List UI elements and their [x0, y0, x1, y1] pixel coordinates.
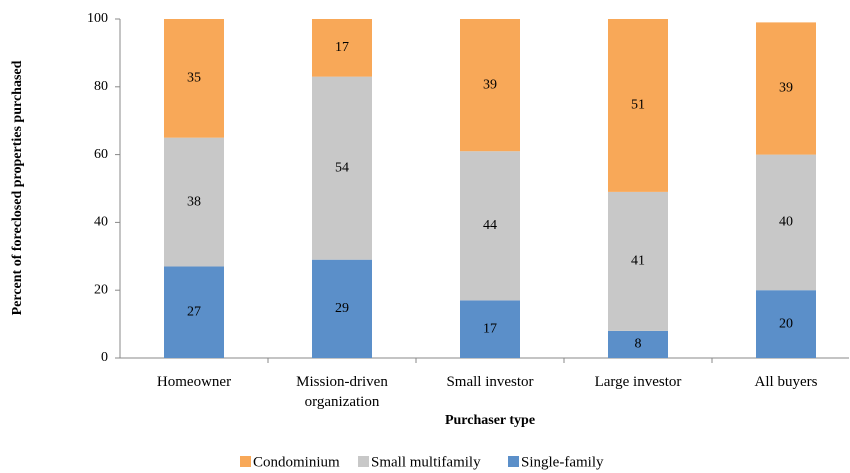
- bar-segment: [164, 19, 224, 138]
- legend-label: Small multifamily: [371, 454, 481, 470]
- y-tick-label: 40: [94, 215, 108, 230]
- legend-swatch: [358, 456, 369, 467]
- y-axis-title: Percent of foreclosed properties purchas…: [10, 60, 25, 315]
- x-tick-label: Mission-driven organization: [296, 374, 388, 410]
- bar-segment: [164, 266, 224, 358]
- bar-segment: [460, 151, 520, 301]
- x-axis-title: Purchaser type: [445, 413, 535, 428]
- data-label: 8: [635, 337, 642, 352]
- bar-segment: [312, 76, 372, 260]
- bar-segment: [608, 19, 668, 192]
- data-label: 17: [483, 321, 497, 336]
- data-label: 40: [779, 215, 793, 230]
- bar-segment: [312, 19, 372, 77]
- bar-segment: [608, 330, 668, 358]
- data-label: 20: [779, 316, 793, 331]
- y-tick-label: 80: [94, 79, 108, 94]
- data-label: 17: [335, 40, 349, 55]
- y-tick-label: 60: [94, 147, 108, 162]
- bar-segment: [756, 22, 816, 155]
- data-label: 35: [187, 71, 201, 86]
- bar-segment: [312, 259, 372, 358]
- data-label: 54: [335, 160, 349, 175]
- y-tick-label: 20: [94, 282, 108, 297]
- bar-segment: [608, 191, 668, 331]
- x-tick-label: Large investor: [594, 374, 682, 390]
- y-tick-label: 100: [87, 11, 108, 26]
- x-tick-label: Homeowner: [156, 374, 232, 390]
- data-label: 41: [631, 254, 645, 269]
- legend-label: Condominium: [253, 454, 340, 470]
- x-tick-label: Small investor: [446, 374, 534, 390]
- bar-segment: [460, 19, 520, 152]
- bar-segment: [756, 154, 816, 291]
- bar-segment: [164, 137, 224, 267]
- y-tick-label: 0: [101, 350, 108, 365]
- legend-swatch: [508, 456, 519, 467]
- data-label: 39: [483, 77, 497, 92]
- data-label: 27: [187, 304, 201, 319]
- data-label: 44: [483, 218, 497, 233]
- data-label: 38: [187, 194, 201, 209]
- bar-segment: [460, 300, 520, 358]
- data-label: 29: [335, 301, 349, 316]
- legend-swatch: [240, 456, 251, 467]
- data-label: 51: [631, 98, 645, 113]
- x-tick-label: All buyers: [754, 374, 818, 390]
- legend-label: Single-family: [521, 454, 604, 470]
- data-label: 39: [779, 81, 793, 96]
- bar-segment: [756, 290, 816, 358]
